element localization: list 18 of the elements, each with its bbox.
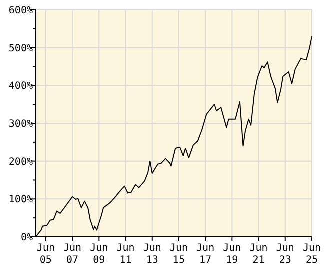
x-tick-label: Jun 07 (64, 243, 82, 266)
x-tick-label: Jun 19 (223, 243, 242, 266)
y-tick-label: 300% (8, 119, 33, 130)
x-tick-label: Jun 15 (170, 243, 188, 266)
y-tick-label: 100% (8, 194, 33, 206)
y-tick-label: 600% (8, 6, 33, 16)
x-tick-label: Jun 17 (196, 243, 215, 266)
y-tick-label: 400% (8, 81, 33, 92)
y-tick-label: 500% (8, 43, 33, 54)
y-tick-label: 0% (20, 232, 33, 244)
y-tick-label: 200% (8, 156, 33, 168)
x-tick-label: Jun 11 (116, 243, 135, 266)
x-tick-label: Jun 05 (36, 243, 55, 266)
x-tick-label: Jun 09 (90, 243, 108, 266)
x-tick-label: Jun 21 (250, 243, 268, 266)
x-tick-label: Jun 25 (302, 243, 322, 266)
x-tick-label: Jun 13 (143, 243, 162, 266)
x-tick-label: Jun 23 (276, 243, 294, 266)
